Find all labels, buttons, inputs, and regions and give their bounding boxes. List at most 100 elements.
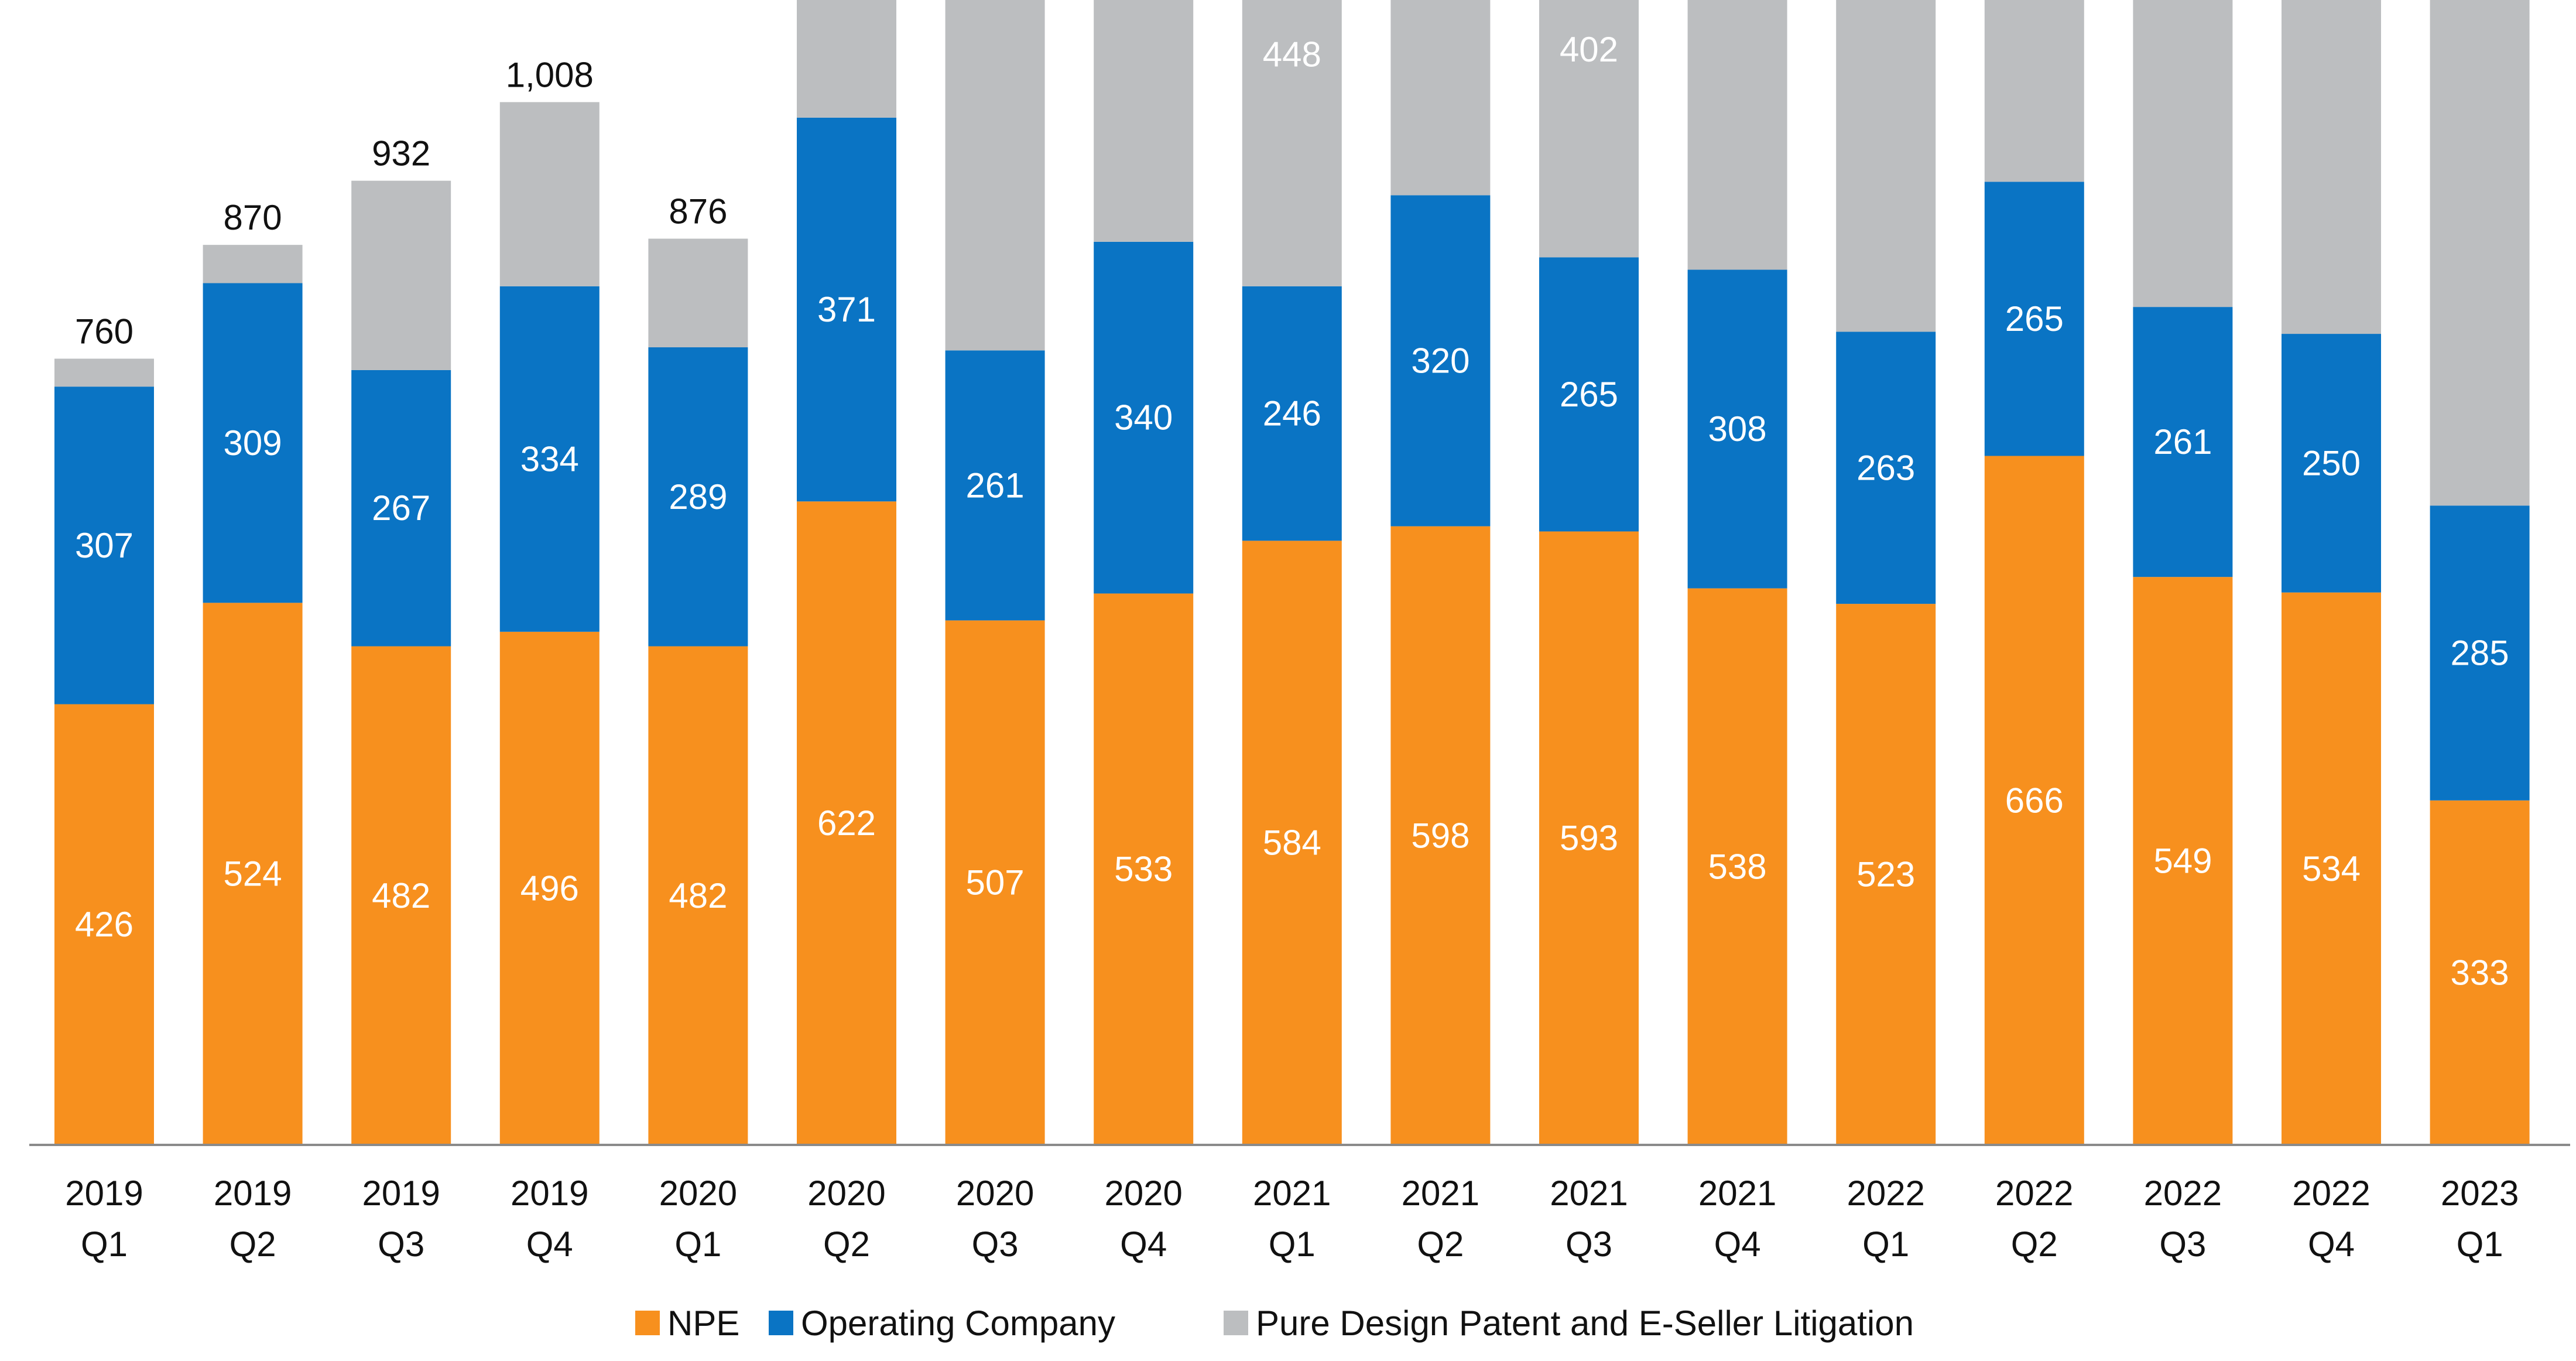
x-tick-quarter: Q4 xyxy=(526,1225,573,1264)
segment-value-label: 250 xyxy=(2302,443,2361,483)
segment-value-label: 371 xyxy=(817,290,876,329)
legend-item-1: NPE xyxy=(635,1304,739,1343)
segment-value-label: 622 xyxy=(817,803,876,843)
x-tick-quarter: Q3 xyxy=(972,1225,1019,1264)
bar-segment-3-13 xyxy=(1836,0,1936,332)
legend-swatch xyxy=(635,1311,660,1335)
x-tick-quarter: Q2 xyxy=(1417,1225,1464,1264)
bar-segment-3-3 xyxy=(351,181,451,370)
segment-value-label: 334 xyxy=(520,439,579,478)
legend-label: NPE xyxy=(667,1304,739,1343)
x-tick-quarter: Q1 xyxy=(674,1225,721,1264)
bar-segment-3-2 xyxy=(203,245,303,283)
segment-value-label: 482 xyxy=(372,876,430,915)
x-tick-quarter: Q3 xyxy=(378,1225,424,1264)
segment-value-label: 263 xyxy=(1856,448,1915,487)
x-tick-year: 2020 xyxy=(956,1174,1034,1213)
bar-segment-3-16 xyxy=(2282,0,2381,334)
x-axis-ticks: 2019 Q1 2019 Q2 2019 Q3 2019 Q4 2020 Q1 2020 Q2 2020… xyxy=(65,1174,2519,1264)
bar-segment-3-5 xyxy=(648,239,748,347)
segment-value-label: 538 xyxy=(1708,847,1767,886)
segment-value-label: 666 xyxy=(2005,781,2064,820)
segment-value-label: 448 xyxy=(1263,35,1321,74)
legend-label: Pure Design Patent and E-Seller Litigati… xyxy=(1256,1304,1914,1343)
segment-value-label: 333 xyxy=(2451,953,2509,992)
x-tick-quarter: Q1 xyxy=(1862,1225,1909,1264)
legend-swatch xyxy=(1224,1311,1248,1335)
x-tick-year: 2021 xyxy=(1698,1174,1776,1213)
x-tick-year: 2019 xyxy=(65,1174,143,1213)
bar-segment-3-10 xyxy=(1390,0,1490,195)
x-tick-year: 2019 xyxy=(362,1174,440,1213)
segment-value-label: 523 xyxy=(1856,855,1915,894)
legend-item-2: Operating Company xyxy=(769,1304,1115,1343)
x-tick-quarter: Q2 xyxy=(2011,1225,2058,1264)
segment-value-label: 593 xyxy=(1560,819,1618,858)
x-tick-year: 2022 xyxy=(2144,1174,2222,1213)
x-tick-year: 2023 xyxy=(2441,1174,2519,1213)
segment-value-label: 307 xyxy=(75,526,133,565)
legend-item-3: Pure Design Patent and E-Seller Litigati… xyxy=(1224,1304,1914,1343)
segment-value-label: 265 xyxy=(2005,299,2064,338)
bar-segment-3-15 xyxy=(2133,0,2232,307)
x-tick-quarter: Q1 xyxy=(2457,1225,2503,1264)
x-tick-year: 2021 xyxy=(1550,1174,1628,1213)
bar-segment-3-14 xyxy=(1985,0,2084,182)
bar-total-label: 870 xyxy=(224,198,282,237)
bar-total-label: 876 xyxy=(669,192,727,231)
segment-value-label: 584 xyxy=(1263,823,1321,863)
x-tick-quarter: Q4 xyxy=(2308,1225,2355,1264)
stacked-bar-chart: 4263077605243098704822679324963341,00848… xyxy=(0,0,2576,1358)
segment-value-label: 246 xyxy=(1263,394,1321,433)
segment-value-label: 549 xyxy=(2153,842,2212,881)
x-tick-year: 2022 xyxy=(1847,1174,1924,1213)
x-tick-quarter: Q3 xyxy=(1566,1225,1612,1264)
segment-value-label: 289 xyxy=(669,477,727,517)
bar-total-label: 1,008 xyxy=(506,55,594,94)
segment-value-label: 507 xyxy=(966,863,1025,902)
bar-segment-3-6 xyxy=(797,0,896,118)
x-tick-year: 2020 xyxy=(659,1174,737,1213)
segment-value-label: 598 xyxy=(1411,816,1469,855)
legend: NPE Operating Company Pure Design Patent a… xyxy=(635,1304,1914,1343)
segment-value-label: 308 xyxy=(1708,409,1767,449)
x-tick-year: 2019 xyxy=(511,1174,588,1213)
segment-value-label: 426 xyxy=(75,905,133,944)
bar-segment-3-12 xyxy=(1688,0,1787,270)
x-tick-year: 2022 xyxy=(2292,1174,2370,1213)
bar-segment-3-1 xyxy=(54,358,154,387)
segment-value-label: 340 xyxy=(1114,398,1173,437)
bar-segment-3-8 xyxy=(1094,0,1193,242)
segment-value-label: 309 xyxy=(224,423,282,463)
segment-value-label: 482 xyxy=(669,876,727,915)
x-tick-year: 2020 xyxy=(807,1174,885,1213)
segment-value-label: 496 xyxy=(520,868,579,908)
segment-value-label: 320 xyxy=(1411,341,1469,380)
bar-segment-3-4 xyxy=(500,102,600,286)
x-tick-quarter: Q2 xyxy=(229,1225,276,1264)
chart-svg: 4263077605243098704822679324963341,00848… xyxy=(0,0,2576,1358)
x-tick-quarter: Q3 xyxy=(2159,1225,2206,1264)
segment-value-label: 524 xyxy=(224,854,282,894)
x-tick-quarter: Q2 xyxy=(823,1225,870,1264)
segment-value-label: 265 xyxy=(1560,375,1618,414)
legend-swatch xyxy=(769,1311,793,1335)
segment-value-label: 261 xyxy=(2153,422,2212,461)
x-tick-year: 2019 xyxy=(214,1174,292,1213)
x-tick-quarter: Q4 xyxy=(1120,1225,1167,1264)
x-tick-quarter: Q1 xyxy=(1269,1225,1316,1264)
segment-value-label: 402 xyxy=(1560,30,1618,69)
x-tick-quarter: Q4 xyxy=(1714,1225,1761,1264)
segment-value-label: 261 xyxy=(966,466,1025,505)
segment-value-label: 534 xyxy=(2302,849,2361,888)
segment-value-label: 267 xyxy=(372,488,430,528)
legend-label: Operating Company xyxy=(801,1304,1115,1343)
bar-segment-3-7 xyxy=(946,0,1045,350)
x-tick-year: 2021 xyxy=(1253,1174,1331,1213)
bar-segment-3-17 xyxy=(2430,0,2530,505)
x-tick-year: 2022 xyxy=(1995,1174,2073,1213)
segment-value-label: 533 xyxy=(1114,850,1173,889)
segment-value-label: 285 xyxy=(2451,634,2509,673)
x-tick-quarter: Q1 xyxy=(81,1225,128,1264)
x-tick-year: 2021 xyxy=(1402,1174,1479,1213)
